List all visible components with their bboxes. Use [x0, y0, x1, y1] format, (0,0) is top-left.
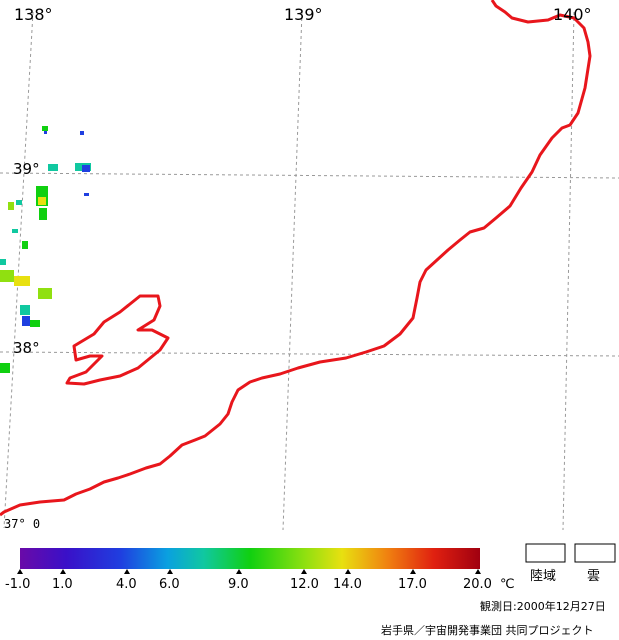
sado-island	[65, 294, 170, 386]
sst-pixel	[14, 276, 30, 286]
cloud-label: 雲	[587, 569, 600, 584]
scale-tick-marks	[17, 569, 481, 574]
lat-label-38: 38°	[13, 339, 40, 357]
scale-label: 17.0	[398, 577, 427, 592]
scale-label: 6.0	[159, 577, 180, 592]
cloud-swatch	[574, 543, 616, 563]
sst-pixel	[0, 363, 10, 373]
unit-label: ℃	[500, 577, 515, 592]
sst-pixel	[48, 164, 58, 171]
tick-mark	[60, 569, 66, 574]
scale-label: 14.0	[333, 577, 362, 592]
coastline-honshu	[0, 0, 592, 517]
sst-pixel	[16, 200, 22, 205]
lon-label-140: 140°	[553, 5, 592, 24]
lat-label-37: 37° 0	[4, 517, 40, 531]
sst-pixels	[0, 126, 91, 373]
sst-pixel	[20, 305, 30, 315]
scale-label: 12.0	[290, 577, 319, 592]
graticule	[0, 11, 619, 531]
sst-pixel	[44, 131, 47, 134]
sst-pixel	[84, 193, 89, 196]
sst-pixel	[0, 270, 14, 282]
sst-pixel	[39, 208, 47, 220]
tick-mark	[345, 569, 351, 574]
land-label: 陸域	[530, 568, 556, 584]
observation-date: 観測日:2000年12月27日	[480, 599, 606, 613]
sst-pixel	[82, 165, 90, 172]
sst-pixel	[22, 316, 30, 326]
tick-mark	[124, 569, 130, 574]
lon-label-139: 139°	[284, 5, 323, 24]
land-cloud-key: 陸域 雲	[525, 543, 616, 584]
meridian-139	[282, 11, 303, 531]
parallel-39	[0, 172, 619, 179]
sst-pixel	[80, 131, 84, 135]
tick-mark	[17, 569, 23, 574]
sst-pixel	[22, 241, 28, 249]
scale-label: 4.0	[116, 577, 137, 592]
sst-pixel	[0, 259, 6, 265]
sst-pixel	[30, 320, 40, 327]
land-swatch	[525, 543, 566, 563]
lat-label-39: 39°	[13, 160, 40, 178]
sst-pixel	[38, 288, 52, 299]
project-credit: 岩手県／宇宙開発事業団 共同プロジェクト	[381, 623, 594, 637]
tick-mark	[236, 569, 242, 574]
meridian-138	[3, 11, 34, 529]
sst-pixel	[38, 197, 46, 205]
scale-label: 9.0	[228, 577, 249, 592]
color-scale-bar	[20, 548, 480, 569]
sst-pixel	[8, 202, 14, 210]
scale-label: 1.0	[52, 577, 73, 592]
scale-label: 20.0	[463, 577, 492, 592]
tick-mark	[167, 569, 173, 574]
meridian-140	[562, 11, 575, 531]
tick-mark	[301, 569, 307, 574]
temperature-legend: -1.0 1.0 4.0 6.0 9.0 12.0 14.0 17.0 20.0…	[5, 548, 515, 592]
sst-pixel	[42, 126, 48, 131]
sst-pixel	[12, 229, 18, 233]
tick-mark	[475, 569, 481, 574]
parallel-38	[0, 351, 619, 357]
lon-label-138: 138°	[14, 5, 53, 24]
tick-mark	[410, 569, 416, 574]
scale-label: -1.0	[5, 577, 30, 592]
